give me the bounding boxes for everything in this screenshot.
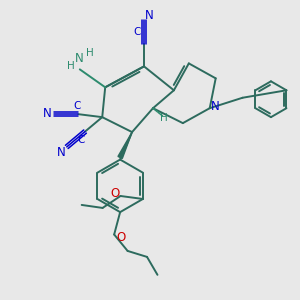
Text: N: N [75,52,84,65]
Text: N: N [57,146,66,159]
Text: N: N [211,100,220,113]
Text: N: N [145,9,154,22]
Text: C: C [78,135,85,145]
Text: H: H [160,113,168,123]
Text: N: N [43,107,51,120]
Text: H: H [85,48,93,58]
Polygon shape [118,132,132,158]
Text: C: C [134,27,141,37]
Text: H: H [67,61,75,71]
Text: O: O [110,187,120,200]
Text: O: O [116,231,125,244]
Text: C: C [73,101,80,111]
